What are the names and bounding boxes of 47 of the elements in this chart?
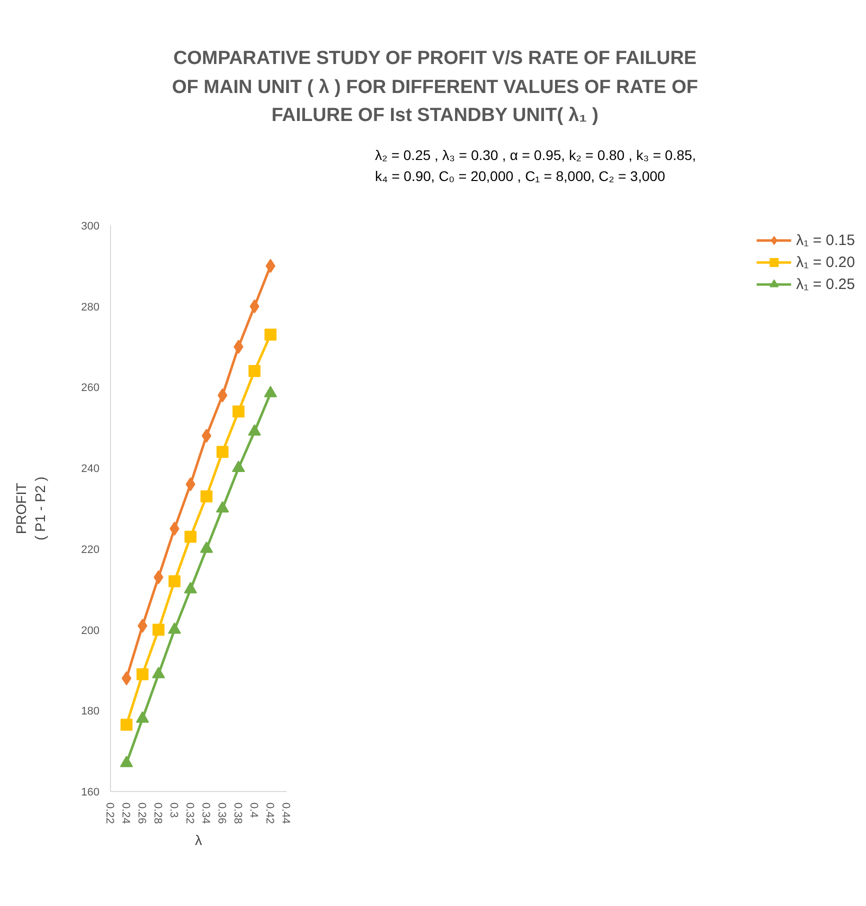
y-tick-label: 160 bbox=[81, 786, 100, 798]
point bbox=[264, 386, 277, 398]
x-tick-label: 0.26 bbox=[136, 802, 148, 824]
point bbox=[232, 405, 244, 418]
legend-label: λ₁ = 0.20 bbox=[796, 254, 855, 270]
point bbox=[120, 756, 133, 768]
point bbox=[248, 365, 260, 378]
point bbox=[248, 424, 261, 436]
x-tick-label: 0.28 bbox=[152, 802, 164, 824]
x-tick-label: 0.42 bbox=[264, 802, 276, 824]
legend-label: λ₁ = 0.25 bbox=[796, 276, 855, 292]
text: COMPARATIVE STUDY OF PROFIT V/S RATE OF FAILURE OF MAIN UNIT ( λ ) FOR DIFFERENT VALUES OF RATE OF FAILURE OF Ist STANDBY UNIT( λ₁ ) bbox=[172, 47, 698, 128]
x-tick-label: 0.24 bbox=[120, 802, 132, 824]
point bbox=[168, 575, 180, 588]
x-tick-label: 0.22 bbox=[104, 802, 116, 824]
x-tick-label: 0.4 bbox=[248, 802, 260, 818]
point bbox=[168, 622, 181, 634]
point bbox=[184, 530, 196, 543]
y-tick-label: 300 bbox=[81, 220, 100, 232]
y-axis-title: PROFIT ( P1 - P2 ) bbox=[12, 476, 48, 540]
point bbox=[200, 542, 213, 553]
point bbox=[200, 490, 212, 502]
point bbox=[136, 668, 148, 680]
point bbox=[152, 624, 164, 636]
text: λ₂ = 0.25 , λ₃ = 0.30 , α = 0.95, k₂ = 0.80 , k₃ = 0.85, k₄ = 0.90, C₀ = 20,000 , C₁ = 8,000, C₂ = 3,000 bbox=[375, 146, 696, 186]
point bbox=[232, 460, 245, 472]
point bbox=[216, 446, 228, 458]
y-tick-label: 220 bbox=[81, 544, 100, 556]
x-tick-label: 0.44 bbox=[280, 802, 292, 824]
point bbox=[216, 501, 229, 512]
y-tick-label: 240 bbox=[81, 463, 100, 476]
legend-label: λ₁ = 0.15 bbox=[796, 232, 855, 248]
point bbox=[184, 582, 197, 594]
x-tick-label: 0.32 bbox=[184, 802, 196, 824]
y-tick-label: 260 bbox=[81, 382, 100, 394]
x-tick-label: 0.34 bbox=[200, 802, 212, 824]
y-tick-label: 200 bbox=[81, 624, 100, 637]
x-axis-title: λ bbox=[195, 832, 202, 848]
x-tick-label: 0.38 bbox=[232, 802, 244, 824]
y-tick-label: 180 bbox=[81, 706, 100, 718]
point bbox=[264, 328, 276, 341]
x-tick-label: 0.36 bbox=[216, 802, 228, 824]
point bbox=[120, 718, 132, 731]
y-tick-label: 280 bbox=[81, 301, 100, 314]
point bbox=[136, 711, 149, 723]
x-tick-label: 0.3 bbox=[168, 802, 180, 818]
point bbox=[152, 666, 165, 678]
